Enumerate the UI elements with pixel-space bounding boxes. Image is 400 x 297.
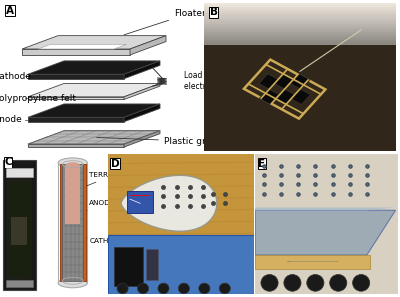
Bar: [204, 45, 396, 151]
Polygon shape: [124, 83, 160, 99]
Bar: [3, 160, 36, 290]
Circle shape: [199, 283, 210, 294]
Text: TERRACOTTA: TERRACOTTA: [81, 172, 137, 188]
Circle shape: [307, 274, 324, 291]
Bar: [62, 164, 83, 282]
Circle shape: [158, 283, 169, 294]
Bar: [244, 60, 325, 119]
Circle shape: [117, 283, 128, 294]
Bar: [83, 164, 86, 282]
Text: CATHODE: CATHODE: [84, 237, 125, 244]
Text: Cathode: Cathode: [0, 72, 32, 81]
Circle shape: [330, 274, 347, 291]
Polygon shape: [28, 61, 160, 74]
Ellipse shape: [58, 278, 87, 288]
Text: ─────────────────────: ─────────────────────: [286, 260, 339, 264]
Polygon shape: [255, 208, 396, 210]
Polygon shape: [28, 83, 160, 97]
Polygon shape: [28, 104, 160, 117]
Text: Polypropylene felt: Polypropylene felt: [0, 94, 76, 103]
Polygon shape: [38, 44, 126, 49]
Bar: [204, 38, 396, 40]
Bar: [204, 32, 396, 34]
Text: Anode: Anode: [0, 115, 23, 124]
Text: A: A: [6, 6, 14, 16]
Bar: [204, 15, 396, 18]
Bar: [146, 249, 158, 280]
Text: Floater: Floater: [124, 9, 206, 35]
Polygon shape: [28, 74, 124, 79]
Bar: [204, 22, 396, 24]
Polygon shape: [255, 210, 396, 255]
Bar: [259, 74, 279, 89]
Bar: [204, 36, 396, 38]
Polygon shape: [121, 175, 217, 231]
Ellipse shape: [58, 158, 87, 168]
Bar: [204, 42, 396, 45]
Polygon shape: [124, 61, 160, 79]
Polygon shape: [28, 131, 160, 144]
Bar: [7, 168, 32, 287]
Bar: [204, 26, 396, 28]
Bar: [114, 247, 143, 286]
Bar: [6, 280, 33, 287]
Polygon shape: [22, 49, 130, 55]
Polygon shape: [28, 144, 124, 147]
Bar: [204, 5, 396, 7]
Text: Plastic grid: Plastic grid: [97, 137, 214, 146]
Polygon shape: [130, 36, 166, 55]
Bar: [204, 11, 396, 13]
Text: C: C: [4, 157, 12, 167]
Circle shape: [261, 274, 278, 291]
Bar: [275, 89, 294, 104]
Bar: [204, 3, 396, 5]
Circle shape: [219, 283, 230, 294]
Polygon shape: [124, 131, 160, 147]
Polygon shape: [124, 104, 160, 122]
Bar: [204, 28, 396, 30]
Bar: [58, 163, 87, 283]
Bar: [204, 9, 396, 11]
Circle shape: [178, 283, 190, 294]
Bar: [290, 89, 310, 104]
Text: ANODE: ANODE: [84, 200, 116, 210]
Circle shape: [352, 274, 370, 291]
Bar: [204, 34, 396, 36]
Text: E: E: [258, 159, 265, 169]
Polygon shape: [22, 36, 166, 49]
Bar: [204, 40, 396, 42]
Bar: [204, 18, 396, 20]
Bar: [290, 74, 310, 89]
Bar: [127, 191, 153, 213]
Bar: [204, 20, 396, 22]
Ellipse shape: [66, 162, 80, 169]
Bar: [204, 13, 396, 15]
Bar: [275, 74, 294, 89]
Bar: [8, 182, 31, 277]
Circle shape: [284, 274, 301, 291]
Bar: [60, 164, 62, 282]
Text: Load in the external
electrical circuit: Load in the external electrical circuit: [184, 71, 261, 91]
Bar: [66, 166, 80, 224]
Bar: [6, 168, 33, 177]
Polygon shape: [28, 97, 124, 99]
Bar: [11, 217, 27, 245]
Bar: [108, 236, 254, 294]
Bar: [255, 255, 370, 269]
Circle shape: [138, 283, 148, 294]
Polygon shape: [28, 117, 124, 122]
Bar: [204, 7, 396, 9]
Text: D: D: [111, 159, 120, 169]
Bar: [204, 24, 396, 26]
Text: B: B: [210, 7, 218, 18]
Bar: [259, 89, 279, 104]
Bar: [204, 30, 396, 32]
